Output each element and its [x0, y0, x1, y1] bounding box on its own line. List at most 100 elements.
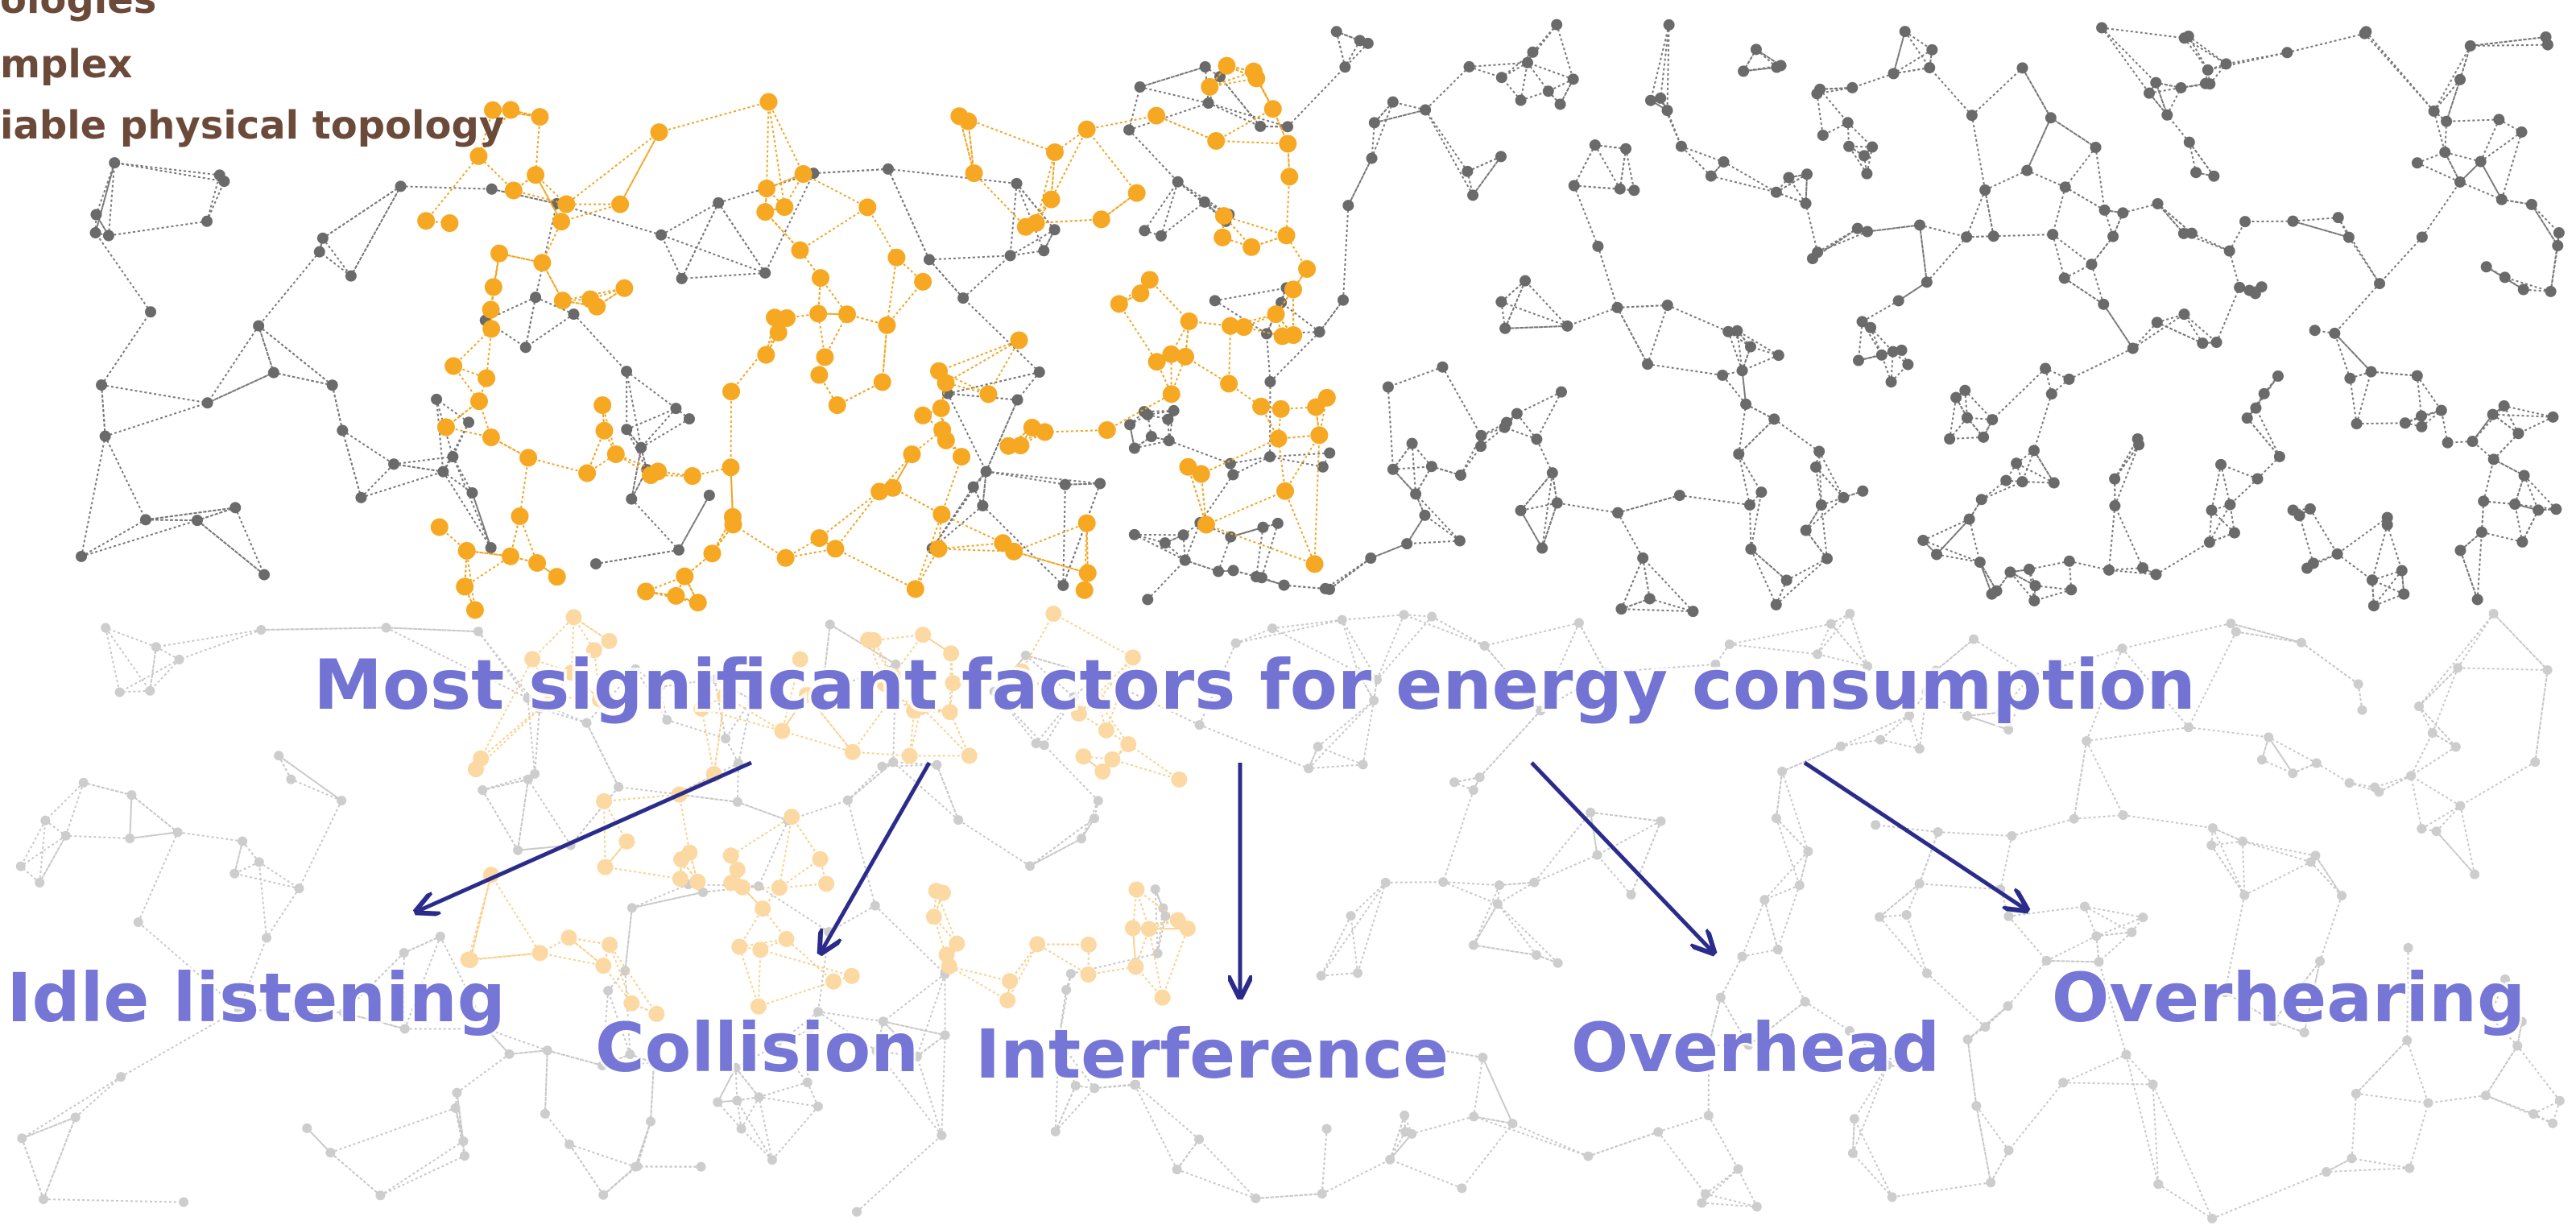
network-node	[1495, 880, 1504, 890]
network-node	[1002, 973, 1018, 989]
network-node	[2416, 411, 2427, 422]
network-node	[179, 1198, 188, 1207]
network-node	[1163, 385, 1180, 403]
network-edge	[2388, 525, 2402, 571]
network-node	[598, 1190, 608, 1200]
network-edge	[2086, 727, 2189, 741]
network-node	[1812, 246, 1823, 258]
network-edge	[156, 630, 262, 647]
network-edge	[1557, 25, 1573, 80]
network-edge	[150, 660, 179, 691]
network-node	[327, 379, 338, 391]
network-edge	[1462, 1123, 1512, 1188]
network-node	[1045, 606, 1061, 622]
network-node	[1011, 331, 1028, 349]
network-node	[528, 554, 546, 572]
network-edge	[1322, 1160, 1390, 1194]
network-node	[1475, 441, 1486, 452]
network-node	[1139, 225, 1150, 236]
network-edge	[1037, 944, 1088, 975]
network-edge	[2407, 1041, 2428, 1103]
network-node	[2518, 284, 2529, 296]
network-edge	[2350, 379, 2356, 424]
network-node	[2429, 106, 2440, 117]
network-edge	[1927, 237, 1966, 282]
network-edge	[1626, 149, 1634, 191]
network-edge	[1425, 110, 1467, 171]
network-edge	[380, 1141, 463, 1195]
network-edge	[1443, 790, 1474, 882]
network-node	[2080, 902, 2090, 912]
network-edge	[2317, 763, 2350, 783]
network-edge	[1536, 392, 1561, 440]
network-node	[460, 1151, 469, 1161]
network-edge	[1371, 544, 1407, 558]
network-node	[1845, 609, 1854, 619]
network-node	[1081, 937, 1097, 953]
network-edge	[2357, 372, 2371, 424]
network-node	[932, 760, 941, 770]
network-edge	[2268, 737, 2317, 763]
network-node	[2060, 181, 2071, 192]
network-node	[2127, 343, 2139, 354]
network-node	[1038, 245, 1049, 256]
network-edge	[2069, 561, 2109, 570]
network-node	[2040, 363, 2051, 374]
network-node	[2042, 956, 2052, 966]
network-node	[218, 176, 229, 187]
network-edge	[917, 1057, 941, 1136]
network-edge	[1200, 725, 1309, 768]
network-node	[1842, 117, 1854, 128]
network-node	[672, 871, 688, 887]
network-edge	[2153, 1084, 2213, 1219]
network-edge	[1270, 457, 1323, 467]
network-edge	[1224, 216, 1287, 235]
network-edge	[101, 312, 151, 385]
network-node	[17, 1133, 27, 1143]
network-edge	[114, 163, 224, 181]
network-node	[1801, 997, 1810, 1007]
network-edge	[963, 298, 1040, 372]
network-node	[325, 1148, 335, 1157]
network-edge	[2247, 418, 2280, 457]
network-edge	[2063, 1055, 2126, 1083]
network-node	[2148, 1079, 2158, 1089]
network-node	[1365, 552, 1376, 564]
network-node	[915, 627, 931, 643]
network-node	[703, 544, 721, 562]
network-node	[531, 108, 548, 126]
network-node	[941, 1030, 950, 1040]
network-node	[779, 931, 795, 947]
network-edge	[2315, 855, 2342, 896]
network-node	[126, 790, 136, 800]
network-edge	[2189, 631, 2236, 727]
network-node	[1264, 451, 1276, 462]
network-node	[466, 487, 478, 499]
slide: ologies mplex iable physical topology Mo…	[0, 0, 2576, 1229]
network-node	[704, 490, 715, 501]
network-edge	[1880, 739, 1920, 748]
network-node	[957, 292, 969, 304]
network-node	[1816, 499, 1827, 511]
network-edge	[1052, 130, 1087, 200]
network-node	[1848, 1148, 1858, 1158]
network-node	[2215, 459, 2227, 470]
network-edge	[887, 258, 897, 325]
network-node	[1367, 153, 1378, 164]
network-edge	[1750, 505, 1751, 549]
network-node	[1810, 461, 1821, 473]
network-edge	[2185, 38, 2208, 70]
network-node	[2197, 337, 2208, 349]
network-edge	[2245, 221, 2293, 222]
network-edge	[1751, 549, 1776, 605]
network-node	[2404, 1163, 2414, 1173]
network-node	[810, 366, 828, 384]
network-edge	[66, 836, 130, 838]
network-node	[1759, 895, 1769, 904]
network-node	[511, 507, 529, 525]
network-node	[825, 619, 835, 629]
network-edge	[380, 1156, 465, 1195]
network-node	[2208, 823, 2218, 833]
network-node	[1267, 623, 1277, 633]
network-node	[1256, 572, 1267, 583]
